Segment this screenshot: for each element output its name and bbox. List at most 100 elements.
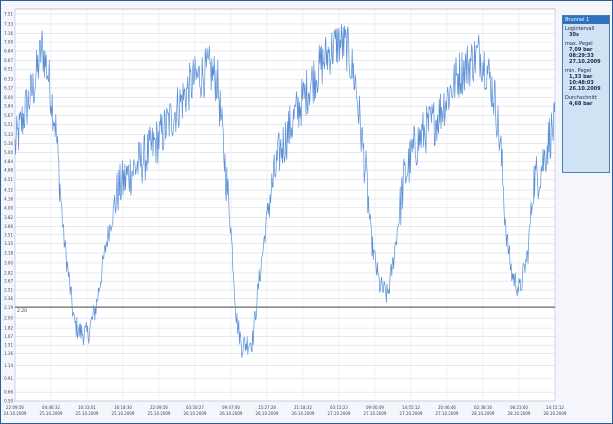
y-tick-label: 4.32 (4, 188, 13, 193)
legend-label: min. Pegel (565, 68, 592, 74)
y-tick-label: 1.36 (4, 351, 13, 356)
x-tick-date: 24.10.2009 (4, 411, 27, 416)
legend-panel: Brunnel 1 Logintervall 30s max. Pegel 7,… (562, 15, 610, 173)
x-tick-time: 02:38:16 (474, 405, 492, 410)
x-tick-date: 26.10.2009 (256, 411, 279, 416)
series-layer (14, 24, 556, 358)
y-tick-label: 4.16 (4, 196, 13, 201)
y-tick-label: 5.67 (4, 113, 13, 118)
y-tick-label: 6.33 (4, 77, 13, 82)
y-tick-label: 5.84 (4, 104, 13, 109)
x-tick-date: 25.10.2009 (112, 411, 135, 416)
y-tick-label: 1.82 (4, 326, 13, 331)
y-tick-label: 7.16 (4, 31, 13, 36)
y-tick-label: 3.82 (4, 215, 13, 220)
y-tick-label: 7.51 (4, 11, 13, 16)
legend-time: 10:48:03 (569, 80, 594, 86)
y-tick-label: 0.91 (4, 376, 13, 381)
x-tick-date: 27.10.2009 (436, 411, 459, 416)
y-tick-label: 4.68 (4, 168, 13, 173)
x-tick-time: 15:27:28 (258, 405, 276, 410)
legend-item-average: Durchschnitt 4,68 bar (563, 93, 609, 108)
x-tick-time: 09:47:00 (222, 405, 240, 410)
threshold-line: 2.20 (15, 306, 555, 314)
x-tick-time: 21:18:32 (294, 405, 312, 410)
legend-item-interval: Logintervall 30s (563, 24, 609, 39)
x-tick-time: 10:33:01 (78, 405, 96, 410)
y-tick-label: 2.67 (4, 279, 13, 284)
y-tick-label: 3.00 (4, 260, 13, 265)
y-tick-label: 1.67 (4, 334, 13, 339)
x-tick-time: 03:15:23 (330, 405, 348, 410)
y-tick-label: 2.82 (4, 270, 13, 275)
y-tick-label: 5.51 (4, 122, 13, 127)
y-tick-label: 0.66 (4, 390, 13, 395)
threshold-label: 2.20 (17, 308, 27, 314)
legend-value: 4,68 bar (569, 101, 593, 107)
series-line (14, 24, 556, 358)
y-tick-label: 1.51 (4, 343, 13, 348)
y-tick-label: 4.00 (4, 205, 13, 210)
x-tick-date: 25.10.2009 (76, 411, 99, 416)
x-tick-time: 22:09:56 (150, 405, 168, 410)
y-tick-label: 6.84 (4, 48, 13, 53)
x-tick-date: 28.10.2009 (508, 411, 531, 416)
y-tick-label: 3.66 (4, 224, 13, 229)
y-tick-label: 2.19 (4, 305, 13, 310)
x-tick-date: 25.10.2009 (40, 411, 63, 416)
x-tick-date: 28.10.2009 (472, 411, 495, 416)
x-tick-time: 16:18:30 (114, 405, 132, 410)
y-tick-label: 6.00 (4, 95, 13, 100)
legend-date: 27.10.2009 (569, 59, 601, 65)
y-axis-ticks: 0.50 0.66 0.91 1.14 1.36 1.51 1.67 1.82 2.00 2.19… (4, 11, 13, 403)
x-tick-time: 20:46:46 (438, 405, 456, 410)
y-tick-label: 3.35 (4, 241, 13, 246)
y-tick-label: 3.18 (4, 251, 13, 256)
x-tick-date: 27.10.2009 (364, 411, 387, 416)
y-tick-label: 7.33 (4, 21, 13, 26)
y-tick-label: 4.51 (4, 177, 13, 182)
x-tick-date: 26.10.2009 (184, 411, 207, 416)
y-tick-label: 6.67 (4, 58, 13, 63)
x-tick-date: 25.10.2009 (148, 411, 171, 416)
y-tick-label: 0.50 (4, 399, 13, 404)
legend-item-min: min. Pegel 1,33 bar 10:48:03 26.10.2009 (563, 66, 609, 93)
y-tick-label: 4.84 (4, 159, 13, 164)
legend-value: 30s (569, 32, 579, 38)
y-tick-label: 3.51 (4, 232, 13, 237)
x-tick-time: 22:09:56 (6, 405, 24, 410)
y-tick-label: 1.14 (4, 363, 13, 368)
y-tick-label: 2.00 (4, 316, 13, 321)
legend-value: 1,33 bar (569, 74, 593, 80)
x-tick-time: 03:50:27 (186, 405, 204, 410)
x-tick-time: 14:55:12 (402, 405, 420, 410)
legend-title: Brunnel 1 (563, 16, 609, 24)
x-axis-ticks: 22:09:5624.10.200904:46:3225.10.200910:3… (4, 405, 567, 416)
y-tick-label: 7.00 (4, 40, 13, 45)
legend-label: Logintervall (565, 26, 595, 32)
y-tick-label: 5.16 (4, 141, 13, 146)
x-tick-date: 28.10.2009 (544, 411, 567, 416)
legend-time: 08:29:33 (569, 53, 594, 59)
legend-label: max. Pegel (565, 41, 593, 47)
x-tick-time: 14:15:12 (546, 405, 564, 410)
x-tick-date: 26.10.2009 (220, 411, 243, 416)
x-tick-date: 27.10.2009 (400, 411, 423, 416)
y-tick-label: 5.33 (4, 132, 13, 137)
x-tick-time: 08:23:00 (510, 405, 528, 410)
legend-value: 7,09 bar (569, 47, 593, 53)
x-tick-date: 26.10.2009 (292, 411, 315, 416)
y-tick-label: 6.51 (4, 67, 13, 72)
x-tick-time: 04:46:32 (42, 405, 60, 410)
y-tick-label: 5.00 (4, 150, 13, 155)
y-tick-label: 2.51 (4, 288, 13, 293)
x-tick-date: 27.10.2009 (328, 411, 351, 416)
legend-date: 26.10.2009 (569, 86, 601, 92)
legend-label: Durchschnitt (565, 95, 597, 101)
x-tick-time: 09:00:49 (366, 405, 384, 410)
y-tick-label: 6.17 (4, 85, 13, 90)
y-tick-label: 2.36 (4, 296, 13, 301)
legend-item-max: max. Pegel 7,09 bar 08:29:33 27.10.2009 (563, 39, 609, 66)
